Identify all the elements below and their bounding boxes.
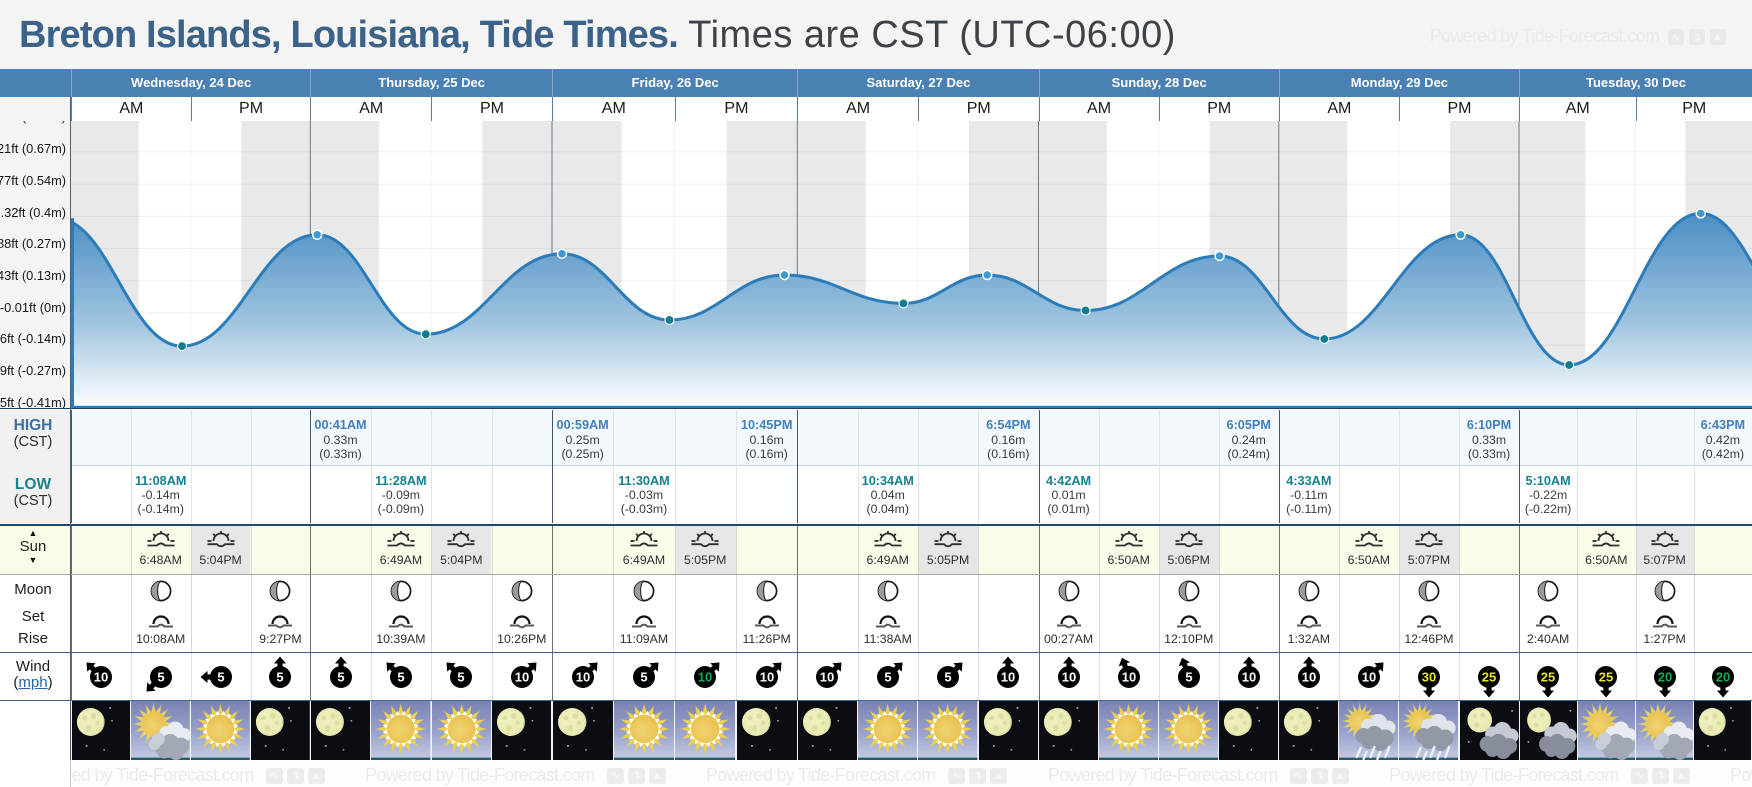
svg-text:5: 5: [458, 669, 465, 684]
svg-text:25: 25: [1599, 669, 1613, 684]
svg-text:10: 10: [94, 669, 108, 684]
svg-text:10: 10: [820, 669, 834, 684]
svg-text:10: 10: [1362, 669, 1376, 684]
svg-text:10: 10: [1242, 669, 1256, 684]
svg-text:5: 5: [397, 669, 404, 684]
svg-text:5: 5: [640, 669, 647, 684]
svg-text:25: 25: [1482, 669, 1496, 684]
svg-text:5: 5: [944, 669, 951, 684]
svg-text:5: 5: [157, 669, 164, 684]
svg-text:20: 20: [1657, 669, 1671, 684]
svg-text:5: 5: [884, 669, 891, 684]
svg-text:25: 25: [1541, 669, 1555, 684]
svg-text:10: 10: [515, 669, 529, 684]
svg-text:10: 10: [575, 669, 589, 684]
svg-text:5: 5: [337, 669, 344, 684]
svg-text:10: 10: [1061, 669, 1075, 684]
svg-text:10: 10: [759, 669, 773, 684]
svg-text:5: 5: [1185, 669, 1192, 684]
svg-text:5: 5: [217, 669, 224, 684]
svg-text:10: 10: [1121, 669, 1135, 684]
svg-text:10: 10: [1001, 669, 1015, 684]
svg-text:10: 10: [1302, 669, 1316, 684]
svg-text:10: 10: [698, 669, 712, 684]
svg-text:20: 20: [1716, 669, 1730, 684]
svg-text:5: 5: [277, 669, 284, 684]
svg-text:30: 30: [1422, 669, 1436, 684]
